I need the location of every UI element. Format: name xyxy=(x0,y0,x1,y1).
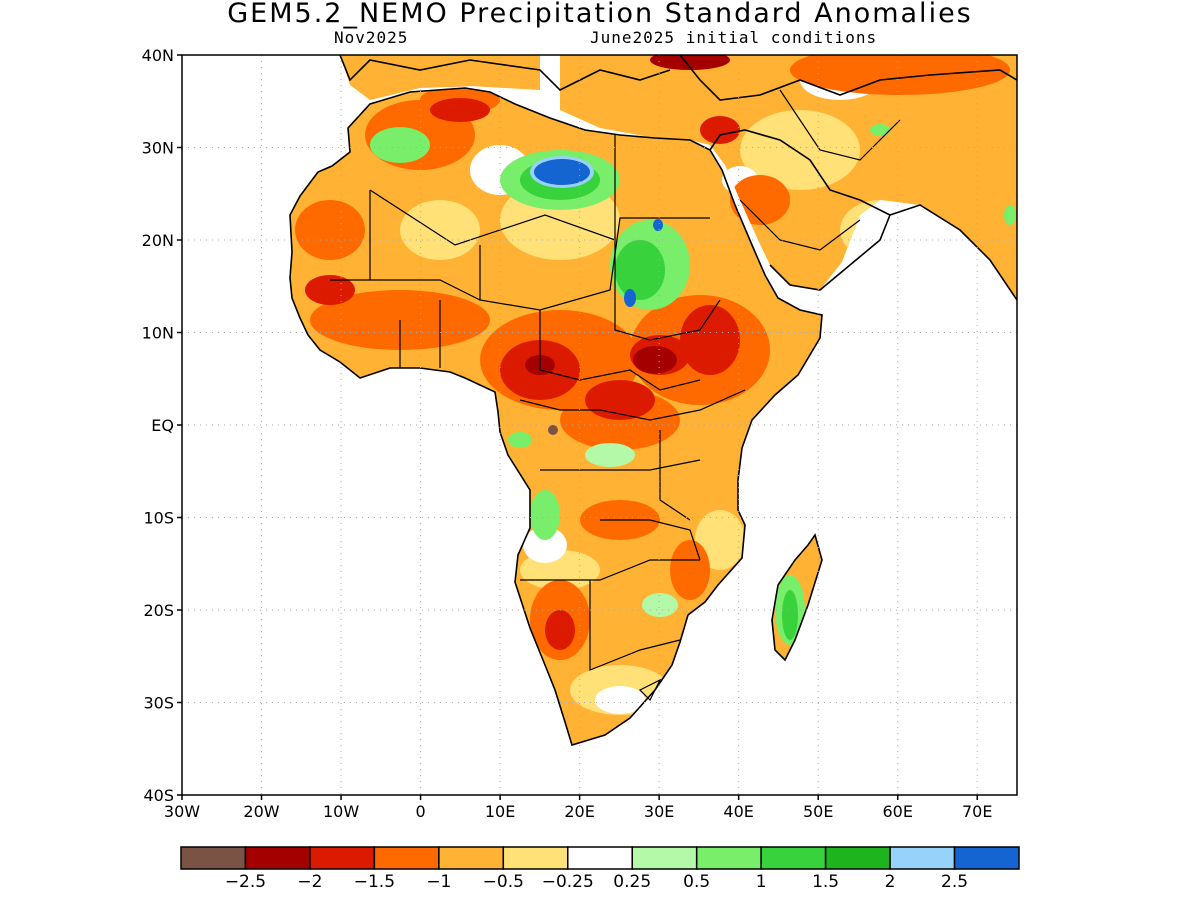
map-title: GEM5.2_NEMO Precipitation Standard Anoma… xyxy=(227,0,973,29)
initial-conditions-label: June2025 initial conditions xyxy=(590,28,878,47)
colorbar-swatch xyxy=(695,846,762,870)
colorbar-label: 1 xyxy=(756,872,767,892)
lon-tick-label: 20W xyxy=(243,802,279,821)
lat-tick-label: 20S xyxy=(143,601,174,620)
colorbar-swatch xyxy=(373,846,440,870)
colorbar-label: 2 xyxy=(885,872,896,892)
lat-tick-label: 20N xyxy=(142,231,174,250)
lat-tick-label: 10S xyxy=(143,509,174,528)
lon-tick-label: 60E xyxy=(882,802,912,821)
lon-tick-label: 70E xyxy=(962,802,992,821)
lon-tick-label: 30E xyxy=(644,802,674,821)
valid-month-label: Nov2025 xyxy=(334,28,409,47)
colorbar-label: −2.5 xyxy=(225,872,266,892)
colorbar-label: −1.5 xyxy=(354,872,395,892)
lon-tick-label: 30W xyxy=(164,802,200,821)
colorbar-label: 0.25 xyxy=(613,872,651,892)
lon-tick-label: 40E xyxy=(723,802,753,821)
lon-tick-label: 20E xyxy=(564,802,594,821)
colorbar-swatch xyxy=(567,846,633,870)
lat-tick-label: EQ xyxy=(151,416,174,435)
colorbar-label: 2.5 xyxy=(941,872,968,892)
colorbar-label: −1 xyxy=(426,872,451,892)
colorbar-swatch xyxy=(889,846,956,870)
colorbar-label: −0.5 xyxy=(483,872,524,892)
colorbar-label: 1.5 xyxy=(812,872,839,892)
coastlines xyxy=(289,55,1017,746)
country-borders xyxy=(330,89,901,702)
colorbar-label: 0.5 xyxy=(683,872,710,892)
lon-tick-label: 10W xyxy=(323,802,359,821)
lat-tick-label: 40N xyxy=(142,46,174,65)
colorbar-label: −2 xyxy=(297,872,322,892)
lon-tick-label: 0 xyxy=(415,802,425,821)
lon-tick-label: 50E xyxy=(803,802,833,821)
colorbar xyxy=(180,846,1020,870)
colorbar-label: −0.25 xyxy=(542,872,594,892)
lat-tick-label: 40S xyxy=(143,786,174,805)
colorbar-swatch xyxy=(309,846,376,870)
longitude-axis: 30W 20W 10W 0 10E 20E 30E 40E 50E 60E 70E xyxy=(164,795,992,821)
colorbar-swatch xyxy=(244,846,311,870)
lon-tick-label: 10E xyxy=(485,802,515,821)
colorbar-labels: −2.5 −2 −1.5 −1 −0.5 −0.25 0.25 0.5 1 1.5 2 2.5 xyxy=(225,872,968,892)
lat-tick-label: 10N xyxy=(142,324,174,343)
colorbar-swatch xyxy=(180,846,247,870)
colorbar-swatch xyxy=(631,846,698,870)
latitude-axis: 40N 30N 20N 10N EQ 10S 20S 30S 40S xyxy=(142,46,182,805)
lat-tick-label: 30N xyxy=(142,139,174,158)
colorbar-swatch xyxy=(824,846,891,870)
colorbar-swatch xyxy=(760,846,827,870)
lat-tick-label: 30S xyxy=(143,694,174,713)
colorbar-swatch xyxy=(502,846,569,870)
colorbar-swatch xyxy=(953,846,1020,870)
colorbar-swatch xyxy=(438,846,505,870)
